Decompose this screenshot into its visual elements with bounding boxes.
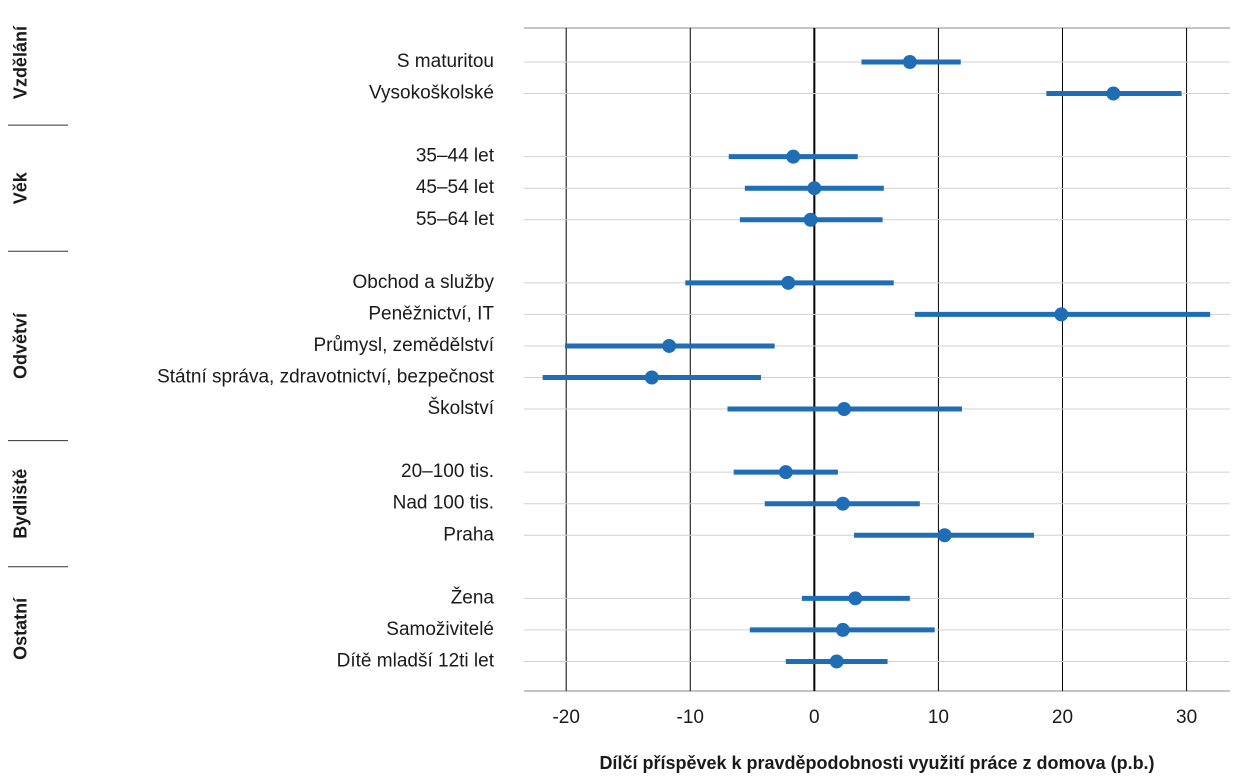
- x-tick-label: 0: [809, 707, 820, 728]
- category-label: Peněžnictví, IT: [368, 303, 494, 324]
- category-label: Praha: [443, 524, 494, 545]
- estimate-dot: [837, 402, 852, 417]
- estimate-dot: [644, 370, 659, 385]
- estimate-dot: [803, 212, 818, 227]
- x-tick-label: 30: [1176, 707, 1197, 728]
- group-label: Bydliště: [11, 469, 31, 539]
- estimate-dot: [807, 181, 822, 196]
- group-label: Vzdělání: [11, 25, 31, 99]
- estimate-dot: [848, 591, 863, 606]
- estimate-dot: [902, 55, 917, 69]
- estimate-dot: [835, 622, 850, 637]
- group-label: Odvětví: [11, 312, 31, 379]
- estimate-dot: [1106, 86, 1121, 101]
- group-label: Ostatní: [11, 597, 31, 660]
- category-label: Školství: [427, 397, 494, 419]
- estimate-dot: [1054, 307, 1069, 322]
- category-label: Samoživitelé: [386, 619, 494, 640]
- estimate-dot: [829, 654, 844, 669]
- category-label: Dítě mladší 12ti let: [337, 650, 495, 671]
- category-label: Vysokoškolské: [369, 83, 494, 104]
- category-label: S maturitou: [397, 51, 494, 72]
- estimate-dot: [937, 528, 952, 543]
- category-label: Žena: [451, 586, 495, 608]
- estimate-dot: [778, 465, 793, 480]
- category-label: Státní správa, zdravotnictví, bezpečnost: [157, 367, 495, 388]
- estimate-dot: [781, 275, 796, 290]
- category-label: 35–44 let: [416, 146, 495, 167]
- category-label: Obchod a služby: [352, 272, 494, 293]
- estimate-dot: [786, 149, 801, 164]
- group-label: Věk: [11, 171, 31, 204]
- category-label: Průmysl, zemědělství: [313, 335, 494, 356]
- x-tick-label: 10: [928, 707, 949, 728]
- category-label: 20–100 tis.: [401, 461, 494, 482]
- estimate-dot: [662, 338, 677, 353]
- category-label: 55–64 let: [416, 209, 495, 230]
- category-label: 45–54 let: [416, 177, 495, 198]
- x-tick-label: 20: [1052, 707, 1073, 728]
- x-tick-label: -20: [552, 707, 579, 728]
- estimate-dot: [835, 496, 850, 511]
- x-axis-title: Dílčí příspěvek k pravděpodobnosti využi…: [599, 753, 1154, 773]
- category-label: Nad 100 tis.: [393, 493, 494, 514]
- x-tick-label: -10: [677, 707, 704, 728]
